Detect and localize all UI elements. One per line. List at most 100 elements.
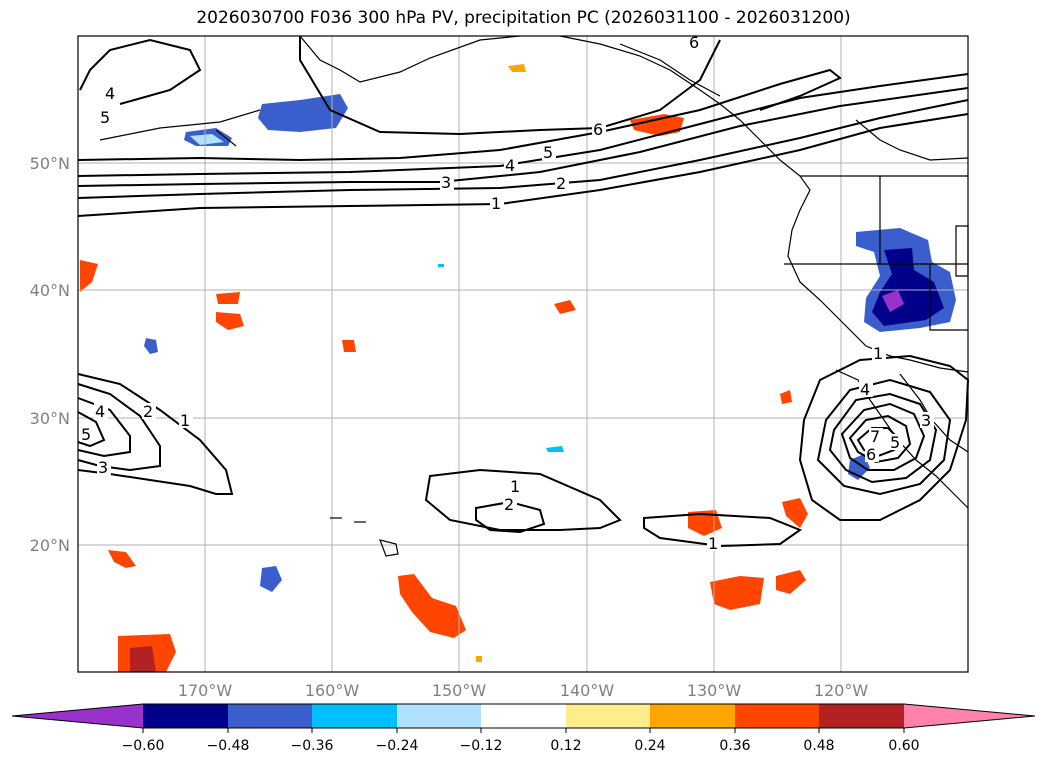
pv-label: 1 [708, 534, 718, 553]
precip-negative-area [190, 134, 224, 145]
colorbar-tick-label: 0.24 [634, 738, 665, 754]
pv-label: 6 [689, 33, 699, 52]
pv-contour-east-1 [643, 512, 803, 548]
pv-label: 6 [593, 120, 603, 139]
pv-contour-low-3 [828, 392, 938, 484]
pv-contours [77, 36, 970, 548]
colorbar-segment [312, 704, 397, 728]
lon-label-120w: 120°W [814, 681, 869, 700]
pv-label: 1 [180, 411, 190, 430]
precip-positive-area [710, 576, 764, 610]
gridlines [78, 36, 968, 672]
precip-negative-area [144, 338, 158, 354]
precip-negative-area [438, 264, 444, 267]
pv-label: 2 [143, 402, 153, 421]
precip-negative-area [882, 290, 904, 312]
pv-contour-2-north [77, 99, 969, 199]
pv-contour-5-north [77, 68, 842, 162]
colorbar-tick-label: −0.36 [291, 738, 334, 754]
pv-contour-low-5 [848, 414, 912, 464]
precip-positive-area [398, 574, 466, 638]
latitude-labels: 50°N 40°N 30°N 20°N [30, 154, 70, 555]
lat-label-50n: 50°N [30, 154, 70, 173]
pv-labels: 6 4 5 6 5 4 3 2 1 4 2 1 5 3 1 2 1 1 4 [80, 33, 934, 553]
precip-positive-area [342, 340, 356, 352]
precip-positive-area [780, 390, 792, 404]
pv-label: 1 [873, 344, 883, 363]
pv-contour-west [77, 411, 106, 448]
pv-contour-low-2 [816, 378, 952, 496]
pv-label: 1 [510, 477, 520, 496]
colorbar-tick-label: −0.24 [376, 738, 419, 754]
colorbar: −0.60 −0.48 −0.36 −0.24 −0.12 0.12 0.24 … [11, 703, 1036, 754]
pv-label: 4 [95, 402, 105, 421]
precip-positive-area [776, 570, 806, 594]
lon-label-140w: 140°W [560, 681, 615, 700]
colorbar-segment [143, 704, 228, 728]
pv-label: 4 [505, 156, 515, 175]
precip-positive-area [554, 300, 576, 314]
lat-label-20n: 20°N [30, 536, 70, 555]
precip-positive-area [108, 550, 136, 568]
precip-shading [80, 64, 956, 672]
pv-label: 7 [870, 427, 880, 446]
colorbar-segment [650, 704, 735, 728]
pv-label: 2 [556, 174, 566, 193]
colorbar-tick-label: −0.48 [207, 738, 250, 754]
lon-label-160w: 160°W [305, 681, 360, 700]
pv-label: 4 [105, 84, 115, 103]
pv-label: 4 [860, 380, 870, 399]
pv-contour-6-arc [299, 36, 721, 136]
precip-negative-area [546, 446, 564, 452]
pv-contour-low-4 [840, 402, 926, 471]
lat-label-30n: 30°N [30, 409, 70, 428]
colorbar-segment [819, 704, 904, 728]
pv-contour-low-1 [798, 354, 970, 521]
lon-label-150w: 150°W [432, 681, 487, 700]
pv-label: 1 [491, 194, 501, 213]
colorbar-segment [397, 704, 481, 728]
pv-contour-1-north [77, 113, 969, 217]
colorbar-tick-label: 0.12 [550, 738, 581, 754]
chart-title: 2026030700 F036 300 hPa PV, precipitatio… [196, 8, 851, 28]
pv-label: 3 [441, 173, 451, 192]
pv-label: 5 [890, 433, 900, 452]
colorbar-extend-max [904, 704, 1035, 728]
pv-label: 3 [98, 458, 108, 477]
precip-negative-area [260, 566, 282, 592]
precip-positive-area [80, 260, 98, 292]
colorbar-segment [228, 704, 312, 728]
pv-contour-west [77, 373, 234, 495]
precip-positive-area [782, 498, 808, 528]
pv-label: 2 [504, 495, 514, 514]
pv-label: 5 [543, 143, 553, 162]
pv-contour-4-north [77, 73, 969, 177]
precip-positive-area [216, 292, 240, 304]
lon-label-170w: 170°W [178, 681, 233, 700]
colorbar-tick-label: 0.48 [803, 738, 834, 754]
colorbar-segment [566, 704, 650, 728]
precip-positive-area [476, 656, 482, 662]
colorbar-tick-label: 0.60 [888, 738, 919, 754]
pv-contour-3-north [77, 87, 969, 187]
lon-label-130w: 130°W [687, 681, 742, 700]
pv-label: 3 [921, 411, 931, 430]
colorbar-tick-label: 0.36 [719, 738, 750, 754]
pv-label: 5 [100, 108, 110, 127]
precip-positive-area [508, 64, 526, 72]
lat-label-40n: 40°N [30, 281, 70, 300]
pv-label: 6 [866, 445, 876, 464]
pv-contour-6 [79, 38, 202, 105]
colorbar-segment [481, 704, 566, 728]
colorbar-tick-label: −0.12 [460, 738, 503, 754]
longitude-labels: 170°W 160°W 150°W 140°W 130°W 120°W [178, 681, 869, 700]
colorbar-segment [735, 704, 819, 728]
precip-positive-area [216, 312, 244, 330]
pv-contour-central-1 [424, 468, 622, 531]
precip-positive-area [130, 646, 156, 672]
colorbar-tick-label: −0.60 [122, 738, 165, 754]
map-frame [77, 35, 969, 673]
pv-label: 5 [81, 425, 91, 444]
precip-positive-area [630, 114, 684, 136]
